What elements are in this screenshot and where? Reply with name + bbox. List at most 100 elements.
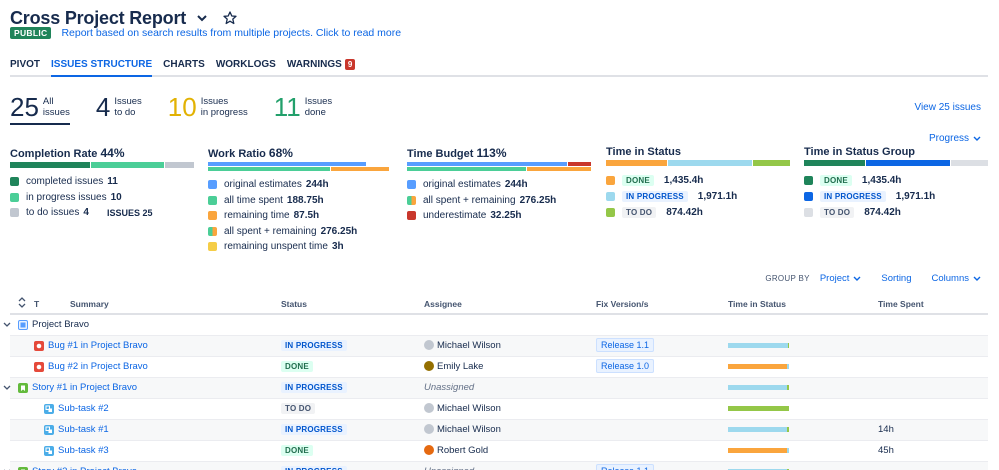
fix-version-tag[interactable]: Release 1.1 <box>596 464 655 470</box>
col-assignee[interactable]: Assignee <box>424 294 596 315</box>
legend-value: 276.25h <box>320 225 358 237</box>
stat-value: 10 <box>167 92 197 122</box>
summary-cell: Bug #1 in Project Bravo <box>34 335 281 357</box>
tis-bar-done <box>606 160 668 166</box>
status-lozenge: DONE <box>820 174 852 186</box>
table-row[interactable]: Story #1 in Project Bravo IN PROGRESS Unas… <box>3 377 988 399</box>
status-lozenge: DONE <box>622 174 654 186</box>
issue-summary-link[interactable]: Sub-task #1 <box>58 424 109 435</box>
issues-table: T Summary Status Assignee Fix Version/s … <box>3 294 988 470</box>
legend-item-to-do: TO DO 874.42h <box>804 204 988 220</box>
legend-value: 3h <box>331 241 344 253</box>
progress-dropdown[interactable]: Progress <box>929 133 981 144</box>
legend-item-remaining-time: remaining time 87.5h <box>208 208 392 224</box>
stat-label-line2: in progress <box>200 107 248 118</box>
table-row[interactable]: Sub-task #2 TO DO Michael Wilson <box>10 398 988 420</box>
chevron-down-icon <box>853 276 861 281</box>
time-spent-cell: 45h <box>878 440 988 462</box>
tisg-bar-done <box>804 160 866 166</box>
fix-version-tag[interactable]: Release 1.0 <box>596 359 655 373</box>
expand-toggle[interactable] <box>2 385 12 390</box>
summary-wrap: Story #2 in Project Bravo <box>4 466 281 470</box>
tab-warnings[interactable]: WARNINGS 9 <box>287 55 356 75</box>
legend-swatch <box>407 195 416 205</box>
table-row[interactable]: Sub-task #1 IN PROGRESS Michael Wilson 14h <box>10 419 988 441</box>
view-all-issues-link[interactable]: View 25 issues <box>914 102 981 113</box>
time-in-status-bar <box>728 448 789 453</box>
col-fix-version[interactable]: Fix Version/s <box>596 294 728 315</box>
legend-label: underestimate <box>423 210 487 222</box>
issue-summary-link[interactable]: Bug #2 in Project Bravo <box>48 361 148 372</box>
legend-item-done: DONE 1,435.4h <box>606 172 790 188</box>
legend-item-all-time-spent: all time spent 188.75h <box>208 193 392 209</box>
fix-version-tag[interactable]: Release 1.1 <box>596 338 655 352</box>
chevron-down-icon[interactable] <box>194 10 210 26</box>
tab-issues-structure[interactable]: ISSUES STRUCTURE <box>51 55 153 77</box>
time-in-status-group-title: Time in Status Group <box>804 146 916 158</box>
legend-swatch <box>208 180 217 190</box>
tab-label: CHARTS <box>163 59 205 70</box>
tis-segment <box>786 448 789 453</box>
columns-dropdown[interactable]: Columns <box>932 273 982 284</box>
work-ratio-bar-remaining <box>331 167 389 171</box>
legend-item-remaining-unspent-time: remaining unspent time 3h <box>208 239 392 255</box>
completion-bar <box>10 162 194 168</box>
tisg-bar-todo <box>950 160 988 166</box>
tab-charts[interactable]: CHARTS <box>163 55 205 75</box>
fix-version-cell: Release 1.0 <box>596 356 728 378</box>
sorting-button[interactable]: Sorting <box>881 273 912 284</box>
col-time-in-status[interactable]: Time in Status <box>728 294 878 315</box>
stat-label: Issues in progress <box>201 96 248 118</box>
stat-issues[interactable]: 25 All issues <box>10 93 70 125</box>
stat-done[interactable]: 11 Issues done <box>274 93 332 121</box>
legend-swatch <box>606 191 615 201</box>
legend-label: all spent + remaining <box>423 194 516 206</box>
tis-segment <box>728 364 788 369</box>
group-by-dropdown[interactable]: Project <box>820 273 862 284</box>
legend-item-to-do: TO DO 874.42h <box>606 204 790 220</box>
table-row[interactable]: Bug #1 in Project Bravo IN PROGRESS Michae… <box>10 335 988 357</box>
tis-segment <box>786 385 789 390</box>
issue-summary-link[interactable]: Story #1 in Project Bravo <box>32 382 138 393</box>
issue-summary-link[interactable]: Sub-task #3 <box>58 445 109 456</box>
legend-item-original-estimates: original estimates 244h <box>208 177 392 193</box>
table-row[interactable]: Sub-task #3 DONE Robert Gold 45h <box>10 440 988 462</box>
group-by-value: Project <box>819 273 850 284</box>
table-row[interactable]: Story #2 in Project Bravo IN PROGRESS Unas… <box>4 461 988 470</box>
legend-label: remaining time <box>224 210 290 222</box>
work-ratio-bar <box>208 162 392 171</box>
legend-swatch <box>208 226 217 236</box>
stat-in-progress[interactable]: 10 Issues in progress <box>168 93 248 121</box>
status-lozenge: IN PROGRESS <box>820 190 886 202</box>
completion-bar-todo <box>164 162 194 168</box>
col-status[interactable]: Status <box>281 294 424 315</box>
tab-label: PIVOT <box>10 59 41 70</box>
issue-summary-link[interactable]: Story #2 in Project Bravo <box>32 466 137 470</box>
time-in-status-bar <box>728 385 789 390</box>
tis-segment <box>728 406 789 411</box>
status-lozenge: DONE <box>281 361 313 372</box>
col-time-spent[interactable]: Time Spent <box>878 294 988 315</box>
legend-value: 874.42h <box>864 206 901 218</box>
issue-summary-link[interactable]: Bug #1 in Project Bravo <box>48 340 148 351</box>
status-lozenge: TO DO <box>820 206 855 218</box>
stat-to-do[interactable]: 4 Issues to do <box>96 93 142 121</box>
tab-pivot[interactable]: PIVOT <box>10 55 40 75</box>
table-row[interactable]: Project Bravo <box>3 314 988 336</box>
star-icon[interactable] <box>222 10 238 26</box>
expand-collapse-all[interactable] <box>10 294 34 315</box>
summary-cell: Story #2 in Project Bravo <box>4 461 281 470</box>
time-in-status-cell <box>728 377 878 399</box>
legend-value: 87.5h <box>293 210 320 222</box>
expand-toggle[interactable] <box>2 322 12 328</box>
description-link[interactable]: Report based on search results from mult… <box>61 27 402 39</box>
tab-worklogs[interactable]: WORKLOGS <box>216 55 276 75</box>
chevron-down-icon <box>3 385 11 390</box>
time-spent-cell: 14h <box>878 419 988 441</box>
row-spacer <box>10 356 34 378</box>
issue-summary-link[interactable]: Sub-task #2 <box>58 403 109 414</box>
assignee-cell: Emily Lake <box>424 356 596 378</box>
col-type[interactable]: T <box>34 294 70 315</box>
col-summary[interactable]: Summary <box>70 294 281 315</box>
table-row[interactable]: Bug #2 in Project Bravo DONE Emily Lake Rel… <box>10 356 988 378</box>
